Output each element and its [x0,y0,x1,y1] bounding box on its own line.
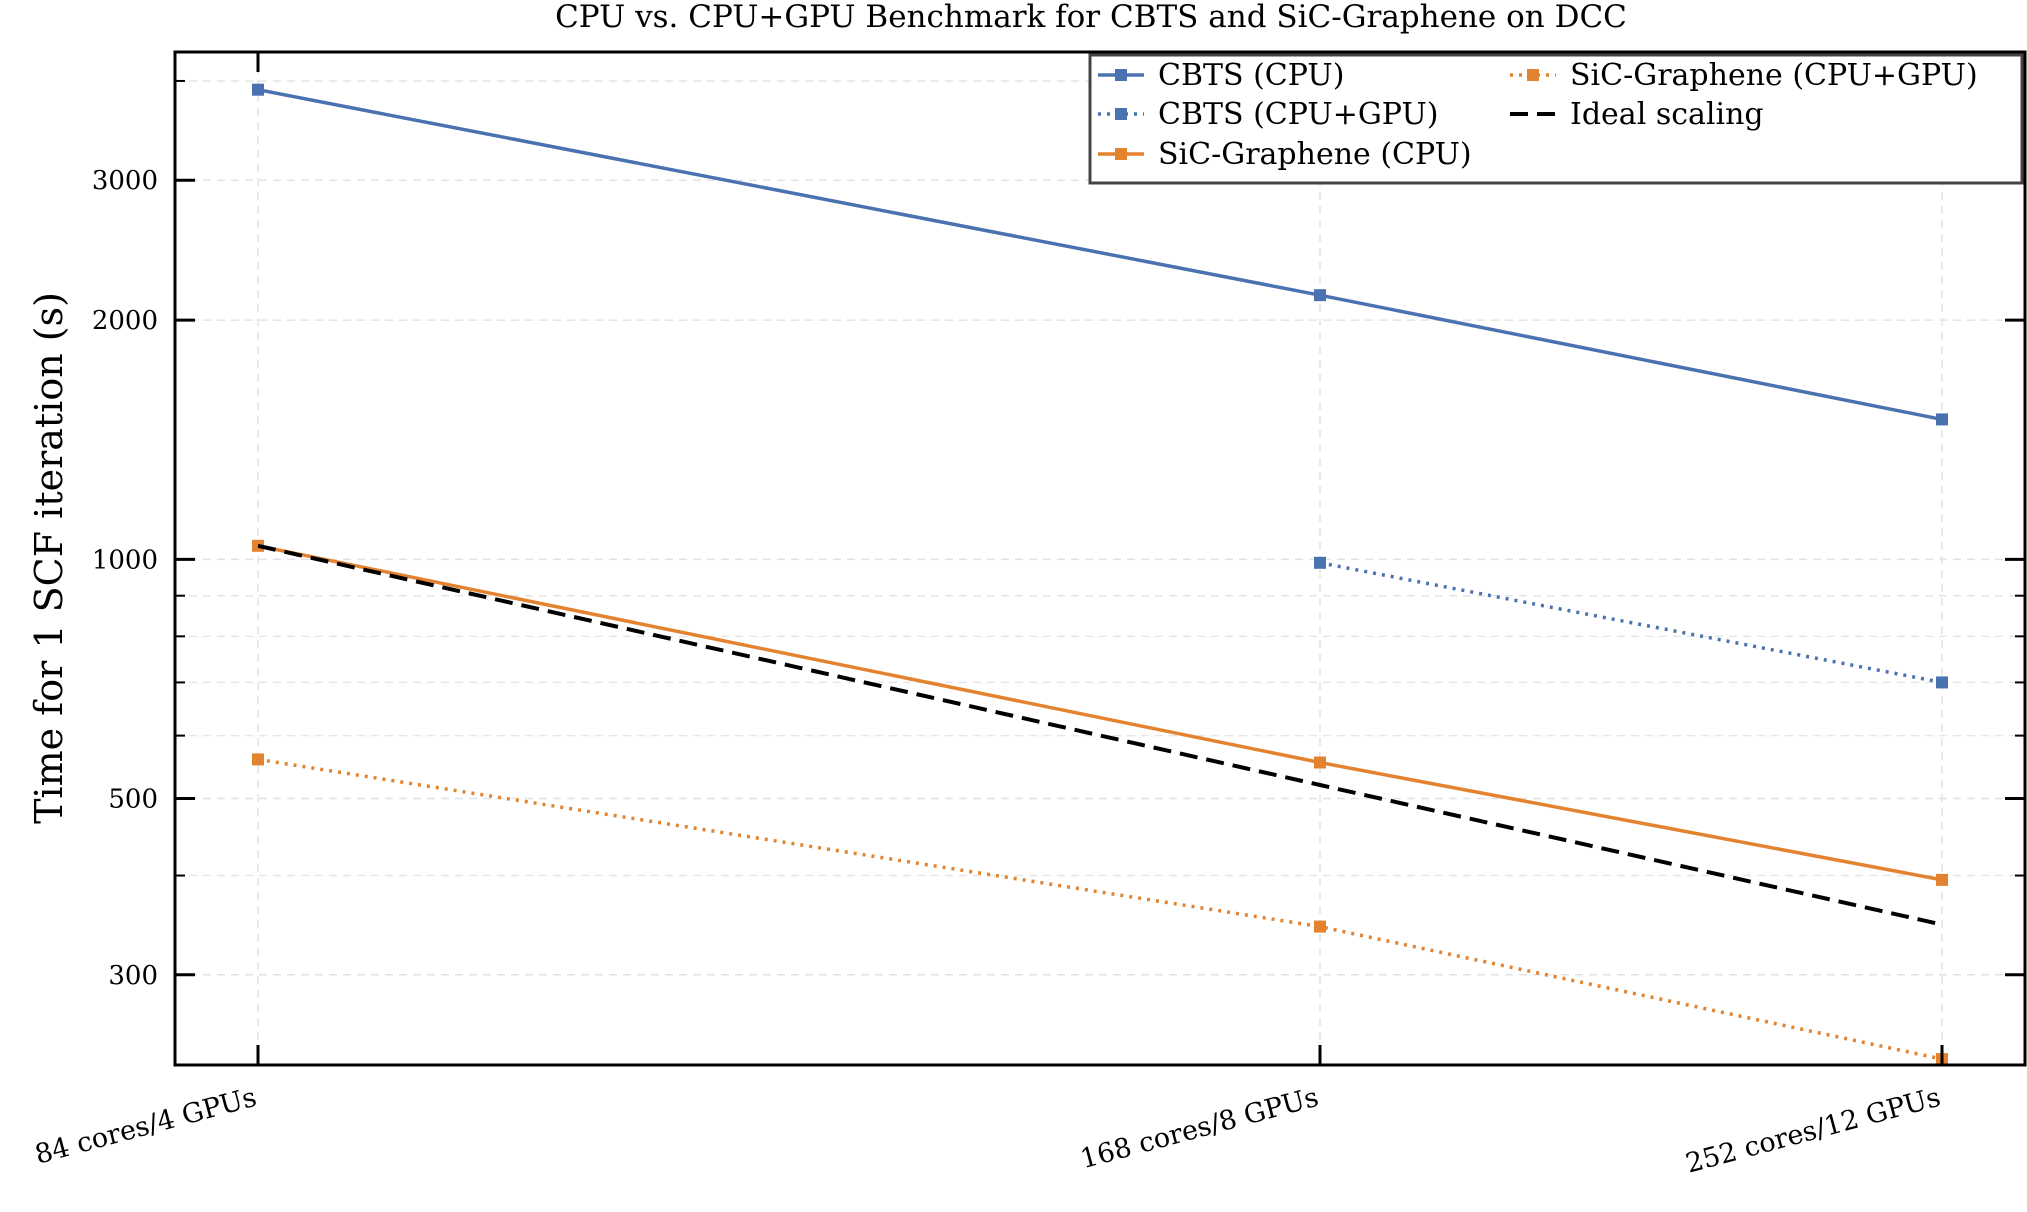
y-tick-label: 300 [108,961,158,991]
data-point [1314,756,1326,769]
legend-label: SiC-Graphene (CPU+GPU) [1570,58,1978,93]
data-point [252,753,264,766]
data-point [1936,873,1948,886]
y-tick-label: 2000 [92,306,158,336]
y-tick-label: 500 [108,785,158,815]
x-tick-label: 168 cores/8 GPUs [1077,1082,1322,1175]
data-point [1314,920,1326,933]
legend-label: Ideal scaling [1570,97,1764,132]
x-tick-label: 252 cores/12 GPUs [1683,1082,1944,1180]
y-axis-label: Time for 1 SCF iteration (s) [27,292,71,824]
series-line [1319,561,1943,685]
data-point [252,83,264,96]
y-tick-label: 1000 [92,545,158,575]
legend-label: SiC-Graphene (CPU) [1158,137,1472,172]
series-line [257,543,1943,927]
series-lines [252,83,1948,1066]
x-tick-label: 84 cores/4 GPUs [32,1082,260,1171]
chart-title: CPU vs. CPU+GPU Benchmark for CBTS and S… [555,0,1627,35]
legend-swatch-marker [1115,148,1127,160]
data-point [1936,676,1948,689]
grid-lines [175,52,2025,1065]
data-point [1314,289,1326,302]
series-line [257,757,1943,1061]
axis-ticks: 300 500 1000 2000 3000 84 cores/4 GPUs 168 cor… [32,52,2025,1180]
legend-label: CBTS (CPU+GPU) [1158,97,1438,132]
legend-swatch-marker [1115,108,1127,120]
legend: CBTS (CPU) CBTS (CPU+GPU) SiC-Graphene (CP… [1088,53,2024,185]
y-tick-label: 3000 [92,166,158,196]
legend-label: CBTS (CPU) [1158,58,1344,93]
data-point [1314,556,1326,569]
legend-swatch-marker [1527,69,1539,81]
legend-swatch-marker [1115,69,1127,81]
data-point [1936,413,1948,426]
plot-frame [173,50,2027,1067]
